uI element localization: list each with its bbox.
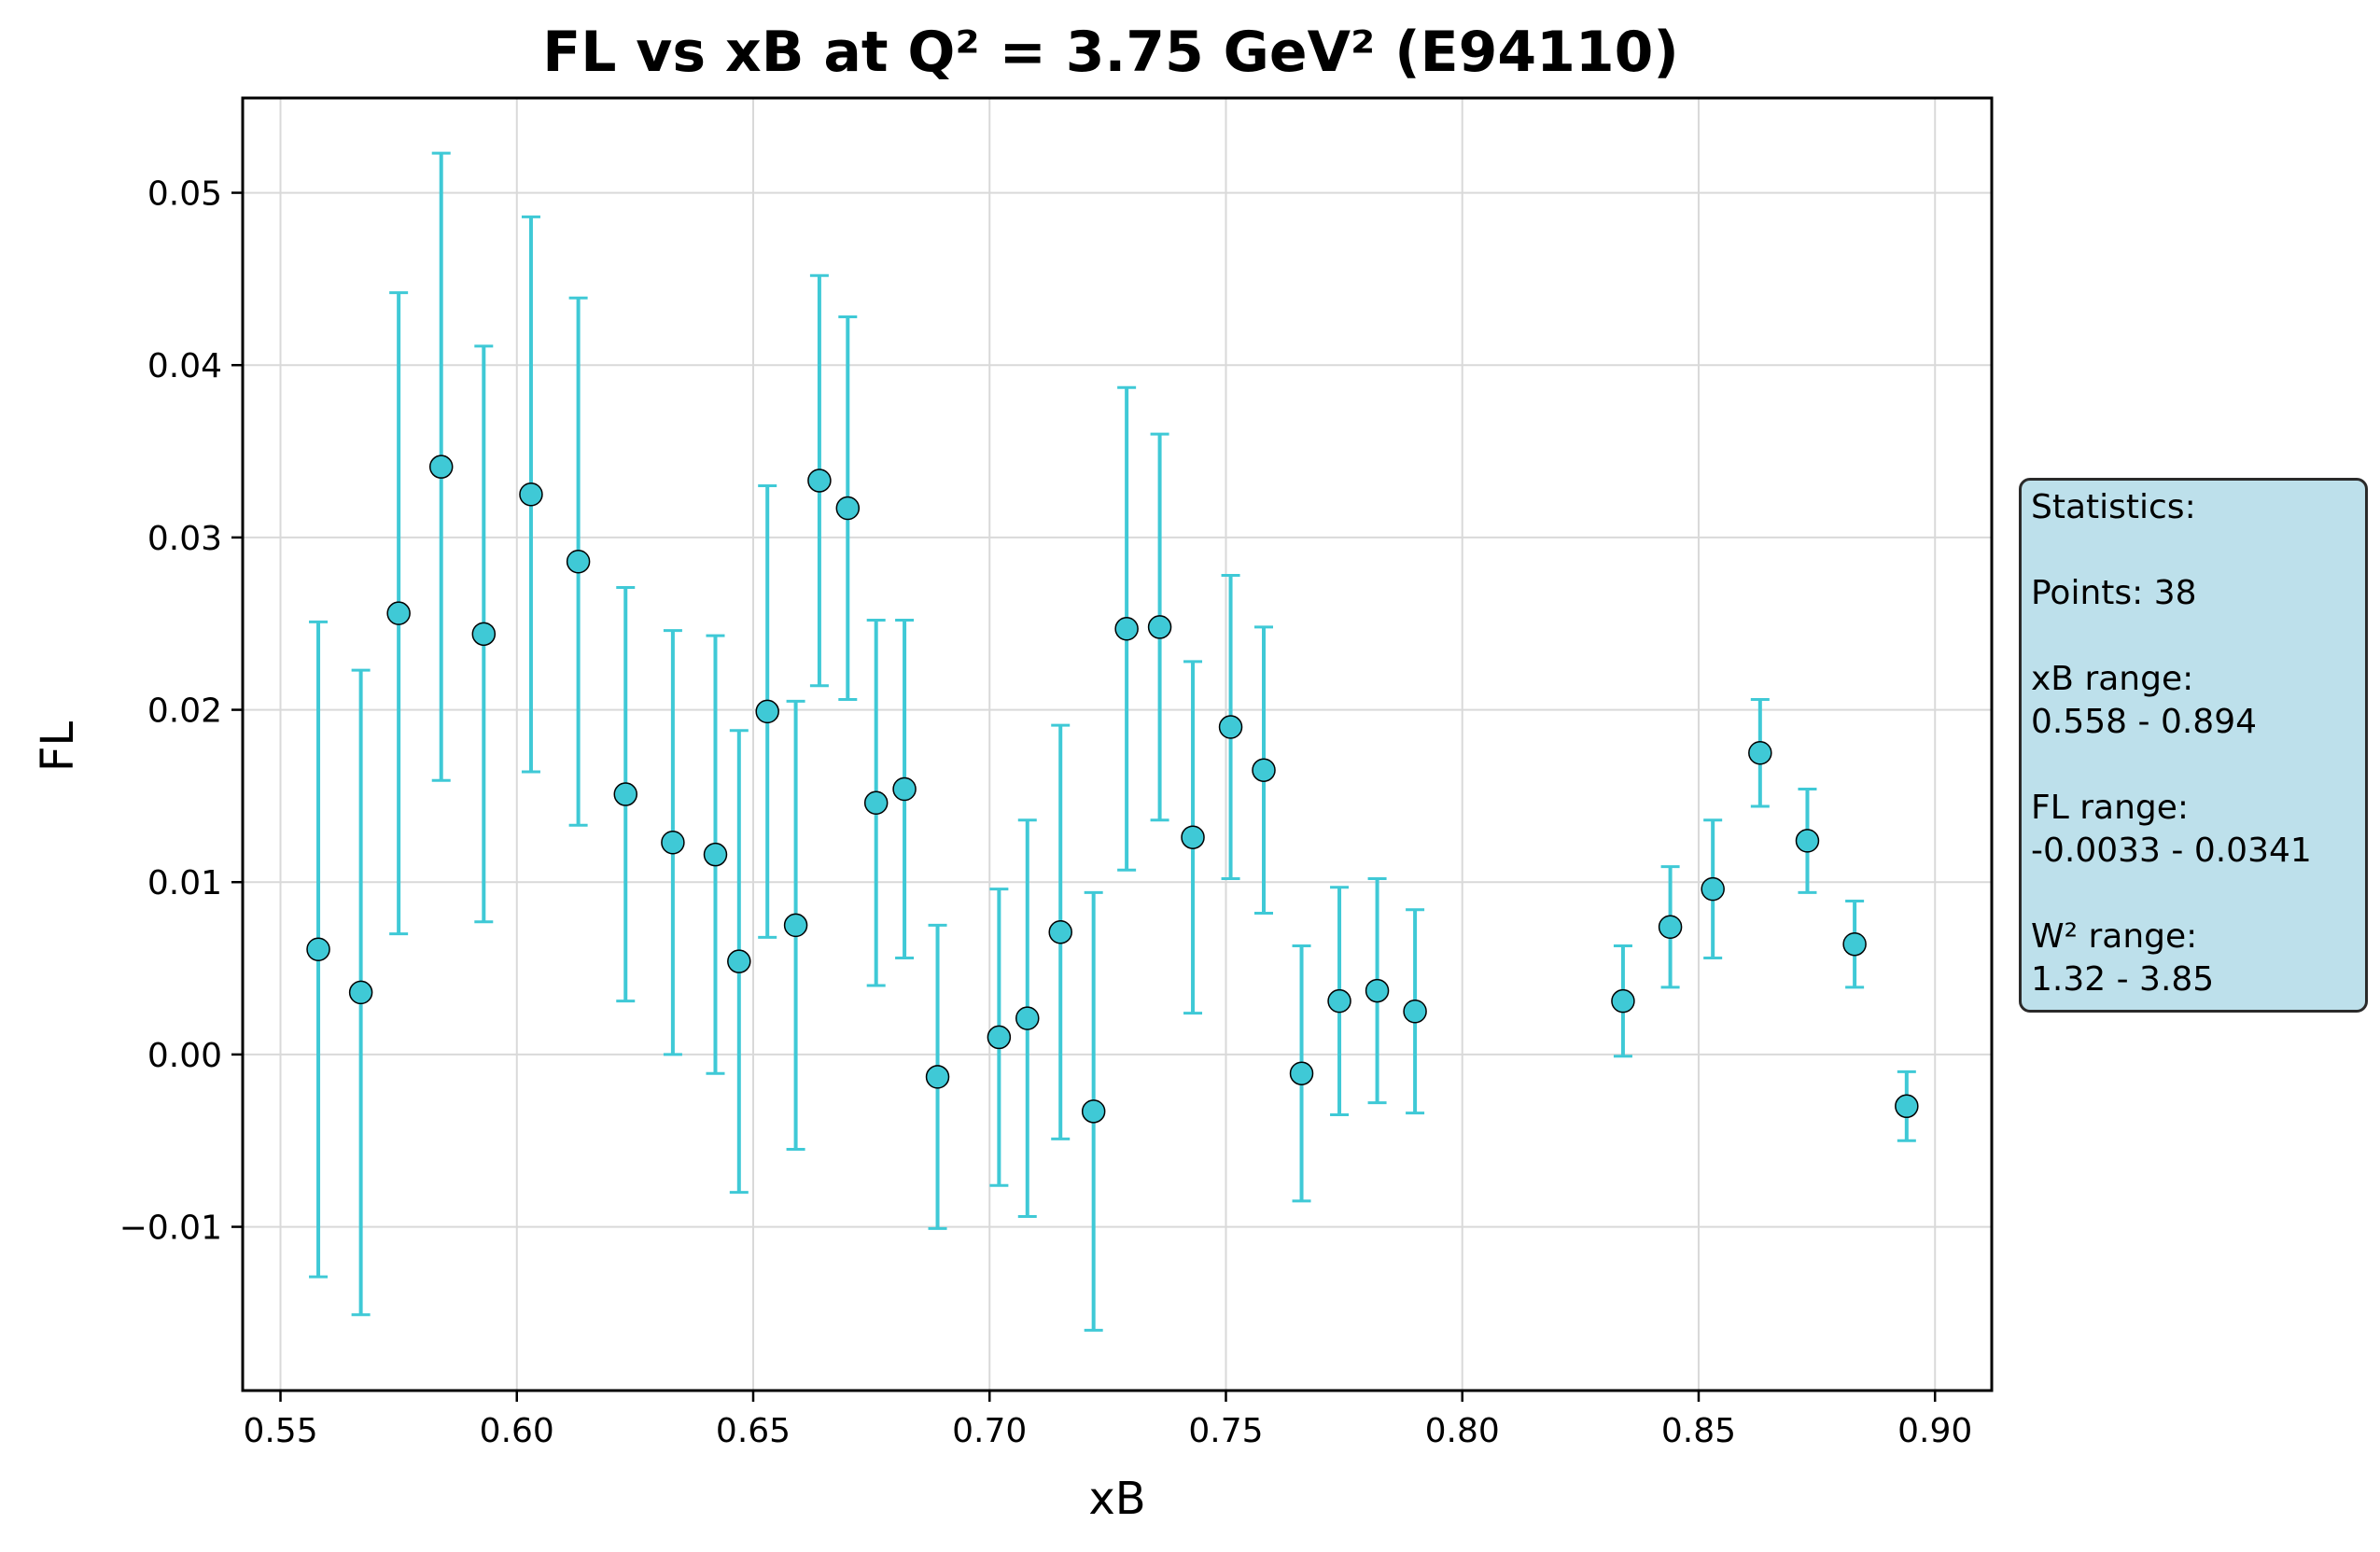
- data-point: [925, 1065, 950, 1089]
- data-point: [1289, 1061, 1314, 1085]
- stats-fl-label: FL range:: [2031, 789, 2190, 827]
- data-point: [306, 937, 330, 962]
- y-tick-label: 0.01: [147, 864, 222, 902]
- x-tick-label: 0.65: [716, 1412, 791, 1450]
- stats-w2-value: 1.32 - 3.85: [2031, 960, 2215, 999]
- x-tick-label: 0.85: [1661, 1412, 1736, 1450]
- y-tick-label: 0.04: [147, 347, 222, 385]
- data-point: [1701, 876, 1725, 902]
- data-point: [1795, 829, 1820, 853]
- stats-header: Statistics:: [2031, 488, 2196, 526]
- chart-title: FL vs xB at Q² = 3.75 GeV² (E94110): [542, 20, 1679, 85]
- y-tick-label: 0.05: [147, 175, 222, 214]
- x-tick-label: 0.60: [480, 1412, 554, 1450]
- y-tick-label: 0.03: [147, 520, 222, 558]
- error-bars: [309, 151, 1916, 1332]
- y-tick-label: 0.00: [147, 1037, 222, 1075]
- data-point: [1327, 988, 1351, 1014]
- x-tick-label: 0.80: [1425, 1412, 1500, 1450]
- data-point: [1895, 1094, 1919, 1119]
- data-point: [783, 913, 808, 938]
- grid: [243, 98, 1992, 1391]
- stats-xb-label: xB range:: [2031, 660, 2194, 698]
- y-axis-ticks: −0.01 0.00 0.01 0.02 0.03 0.04 0.05: [119, 175, 243, 1248]
- data-point: [348, 980, 373, 1005]
- data-point: [1181, 825, 1205, 849]
- x-tick-label: 0.75: [1188, 1412, 1263, 1450]
- x-axis-ticks: 0.55 0.60 0.65 0.70 0.75 0.80 0.85 0.90: [243, 1391, 1972, 1450]
- x-axis-label: xB: [1088, 1473, 1145, 1525]
- stats-w2-label: W² range:: [2031, 917, 2198, 956]
- x-tick-label: 0.55: [243, 1412, 317, 1450]
- data-point: [1403, 999, 1427, 1024]
- data-points: [306, 454, 1919, 1124]
- data-point: [1147, 615, 1172, 639]
- data-point: [1114, 617, 1139, 641]
- data-point: [807, 468, 832, 493]
- y-axis-label: FL: [32, 721, 84, 773]
- y-tick-label: −0.01: [119, 1209, 222, 1248]
- data-point: [471, 622, 497, 647]
- data-point: [727, 949, 751, 973]
- x-tick-label: 0.70: [952, 1412, 1027, 1450]
- data-point: [613, 782, 638, 806]
- data-point: [661, 831, 685, 855]
- data-point: [1658, 915, 1683, 939]
- data-point: [1365, 978, 1390, 1003]
- data-point: [987, 1025, 1012, 1050]
- data-point: [566, 550, 591, 574]
- data-point: [1081, 1099, 1106, 1124]
- data-point: [1218, 715, 1243, 739]
- data-point: [1748, 740, 1772, 765]
- data-point: [1015, 1006, 1040, 1030]
- data-point: [863, 790, 889, 816]
- plot-frame: [241, 96, 1994, 1392]
- stats-xb-value: 0.558 - 0.894: [2031, 703, 2257, 741]
- data-point: [428, 454, 454, 479]
- x-tick-label: 0.90: [1897, 1412, 1972, 1450]
- data-point: [835, 496, 861, 521]
- data-point: [892, 776, 917, 802]
- stats-fl-value: -0.0033 - 0.0341: [2031, 832, 2312, 870]
- data-point: [1048, 920, 1072, 944]
- data-point: [386, 601, 411, 625]
- stats-points: Points: 38: [2031, 574, 2197, 612]
- data-point: [519, 482, 543, 507]
- data-point: [1611, 988, 1635, 1014]
- data-point: [703, 842, 728, 867]
- y-tick-label: 0.02: [147, 692, 222, 731]
- data-point: [1842, 931, 1867, 957]
- data-point: [755, 699, 779, 724]
- data-point: [1252, 758, 1276, 782]
- statistics-box: Statistics: Points: 38 xB range: 0.558 -…: [2019, 478, 2368, 1013]
